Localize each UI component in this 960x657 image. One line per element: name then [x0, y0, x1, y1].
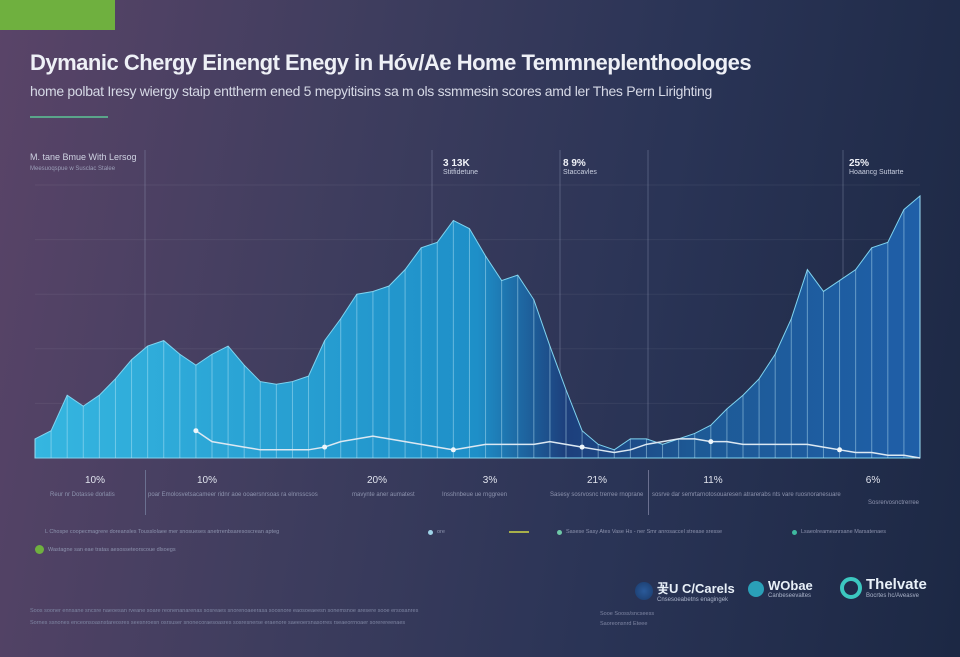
area-chart [34, 150, 921, 459]
line-point [193, 428, 199, 434]
legend-label: Sasese Sasy Ates Vase Hs - ner Smr anros… [566, 529, 723, 535]
caption: mavynte aner aumatest [352, 492, 415, 498]
x-tick-label: 6% [865, 475, 881, 486]
legend-label: ore [437, 529, 445, 535]
divider [648, 470, 649, 515]
legend-dot [428, 529, 433, 535]
legend-label: Lsaeolreameanrsane Marsatenaes [801, 529, 886, 535]
legend-dot [557, 529, 562, 535]
caption: Sosrervosnctrerree [868, 500, 920, 506]
line-point [450, 447, 456, 453]
legend-item: Wastagne san eae tratas aesosseteorscoue… [35, 545, 176, 554]
caption: Insshnbeue ue rnggreen [442, 492, 508, 498]
annotation-value: 25% [849, 158, 870, 169]
annotation-3: 25% Hoaancg Suttarte [849, 158, 903, 176]
caption: Reur nr Dotasse dorlatis [50, 492, 115, 498]
area-series [34, 194, 921, 459]
chart-subtitle: Meesuoqspue w Susclac Stalee [30, 166, 116, 172]
logo-mark-icon [840, 576, 862, 599]
logo-3: Thelvate Bocrtes hc/Aveasve [840, 576, 927, 599]
legend-item: Lsaeolreameanrsane Marsatenaes [792, 529, 886, 535]
line-point [708, 439, 714, 445]
title-divider [30, 116, 108, 118]
footer-text: Saoreonsnrd Eteee [600, 621, 648, 627]
line-point [322, 444, 328, 450]
caption: sosrve dar semrtarnotosouaresen atrarera… [652, 492, 841, 498]
legend-label: L Chospe coopecmagrere doreansles Toussl… [45, 529, 280, 535]
legend-label: Wastagne san eae tratas aesosseteorscoue… [48, 546, 176, 553]
accent-tag [0, 0, 115, 30]
page-title: Dymanic Chergy Einengt Enegy in Hóv/Ae H… [30, 50, 752, 75]
legend-swatch [508, 531, 529, 533]
logo-2: WObae Canbeseevaltes [748, 578, 813, 599]
annotation-label: Staccavles [563, 169, 597, 176]
x-tick-label: 10% [84, 475, 106, 486]
logo-mark-icon [748, 580, 764, 597]
x-tick-label: 20% [366, 475, 388, 486]
logo-1: 꽃U C/Carels Cnsesoeabetns enagingek [635, 578, 735, 603]
page-subtitle: home polbat Iresy wiergy staip enttherm … [30, 83, 713, 99]
logo-name: 꽃U C/Carels Cnsesoeabetns enagingek [657, 581, 735, 603]
x-tick-label: 11% [703, 475, 723, 486]
footer-text: Sooe Sooss/sncseess [600, 611, 655, 617]
legend-item: ore [428, 529, 529, 535]
x-tick-label: 21% [586, 475, 608, 486]
logo-mark-icon [635, 581, 653, 600]
divider [145, 470, 146, 515]
chart-title: M. tane Bmue With Lersog [30, 152, 137, 162]
footer-text: Sornes ssnones enceonsoasnstareosres see… [30, 620, 406, 626]
x-tick-label: 10% [196, 475, 218, 486]
logo-name: Thelvate Bocrtes hc/Aveasve [866, 576, 927, 599]
line-point [579, 444, 585, 450]
annotation-label: Hoaancg Suttarte [849, 169, 904, 176]
caption: poar Emolosvetsacameer ridnr aoe ooaersn… [148, 492, 318, 498]
caption: Sasesy sosrvosnc trerree rnoprane [550, 492, 644, 498]
annotation-value: 3 13K [443, 158, 470, 169]
legend-item: L Chospe coopecmagrere doreansles Toussl… [45, 529, 279, 535]
line-series [195, 430, 921, 459]
line-point [837, 447, 843, 453]
annotation-label: Stitfidetune [443, 169, 479, 176]
x-tick-label: 3% [482, 475, 498, 486]
annotation-value: 8 9% [563, 158, 586, 169]
footer-text: Soos sooner ennsane sncsre naeoesan rvea… [30, 608, 419, 614]
legend-dot [35, 545, 44, 554]
annotation-2: 8 9% Staccavles [563, 158, 597, 176]
logo-name: WObae Canbeseevaltes [768, 578, 813, 599]
legend-item: Sasese Sasy Ates Vase Hs - ner Smr anros… [557, 529, 722, 535]
legend-dot [792, 529, 797, 535]
annotation-1: 3 13K Stitfidetune [443, 158, 478, 176]
